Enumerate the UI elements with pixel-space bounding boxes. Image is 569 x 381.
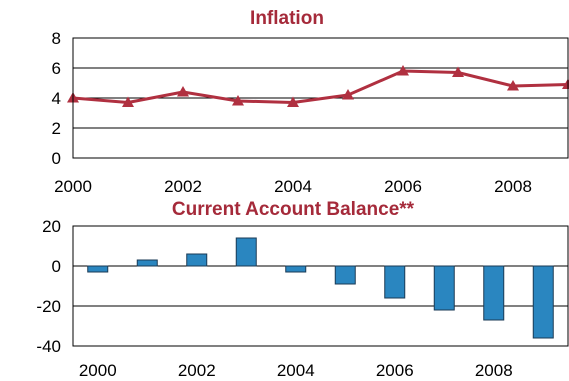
current-account-title: Current Account Balance** (172, 199, 415, 220)
current-account-bar (384, 265, 406, 299)
current-account-bar (532, 265, 554, 339)
inflation-x-ticks: 2000 2002 2004 2006 2008 (54, 177, 532, 196)
inflation-title: Inflation (250, 8, 324, 29)
inflation-x-tick-label: 2000 (54, 177, 92, 196)
inflation-y-tick-label: 8 (52, 29, 61, 48)
inflation-point (232, 95, 244, 106)
inflation-x-tick-label: 2004 (274, 177, 312, 196)
inflation-y-tick-label: 4 (52, 89, 61, 108)
inflation-series-line (72, 69, 569, 104)
current-account-y-tick-label: -40 (36, 337, 61, 356)
inflation-x-tick-label: 2002 (164, 177, 202, 196)
inflation-point (287, 96, 299, 107)
current-account-x-tick-label: 2000 (79, 361, 117, 380)
inflation-point (507, 80, 519, 91)
current-account-plot-frame (72, 225, 569, 347)
current-account-x-tick-label: 2006 (376, 361, 414, 380)
current-account-bar (334, 265, 356, 285)
inflation-x-tick-label: 2008 (494, 177, 532, 196)
inflation-markers (67, 65, 569, 107)
inflation-chart: Inflation 0 2 4 6 8 2000 2002 2004 2006 2008 (52, 8, 569, 196)
inflation-y-tick-label: 2 (52, 119, 61, 138)
current-account-bar (285, 265, 307, 273)
inflation-point (397, 65, 409, 76)
inflation-point (177, 86, 189, 97)
inflation-point (342, 89, 354, 100)
inflation-point (452, 66, 464, 77)
inflation-plot-frame (72, 37, 569, 159)
inflation-y-tick-label: 0 (52, 149, 61, 168)
current-account-chart: Current Account Balance** -40 -20 0 20 2000… (36, 199, 569, 380)
current-account-bar (483, 265, 505, 321)
current-account-x-tick-label: 2002 (178, 361, 216, 380)
inflation-x-tick-label: 2006 (384, 177, 422, 196)
current-account-x-ticks: 2000 2002 2004 2006 2008 (79, 361, 513, 380)
inflation-point (562, 78, 569, 89)
inflation-point (122, 96, 134, 107)
current-account-y-ticks: -40 -20 0 20 (36, 217, 61, 356)
current-account-bar (136, 259, 158, 267)
current-account-bar (186, 253, 208, 267)
current-account-bar (87, 265, 109, 273)
inflation-y-ticks: 0 2 4 6 8 (52, 29, 61, 168)
current-account-y-tick-label: 20 (42, 217, 61, 236)
current-account-y-tick-label: 0 (52, 257, 61, 276)
current-account-x-tick-label: 2004 (277, 361, 315, 380)
current-account-x-tick-label: 2008 (475, 361, 513, 380)
inflation-y-tick-label: 6 (52, 59, 61, 78)
current-account-bar (235, 237, 257, 267)
current-account-bars (87, 237, 554, 339)
current-account-bar (433, 265, 455, 311)
current-account-y-tick-label: -20 (36, 297, 61, 316)
